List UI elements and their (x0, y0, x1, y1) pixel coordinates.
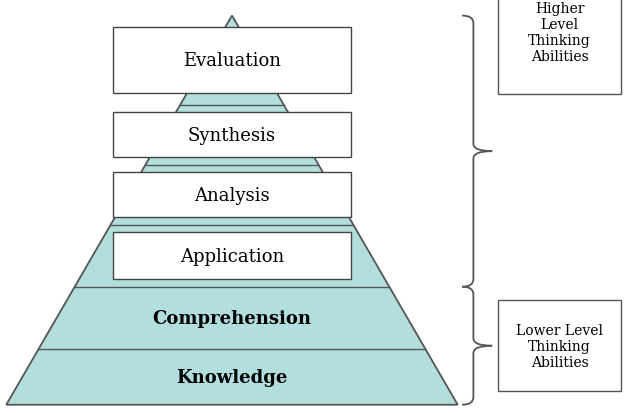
FancyBboxPatch shape (113, 113, 351, 158)
Text: Comprehension: Comprehension (152, 309, 312, 327)
FancyBboxPatch shape (113, 233, 351, 279)
Polygon shape (6, 17, 458, 405)
Text: Analysis: Analysis (194, 186, 270, 204)
Text: Evaluation: Evaluation (183, 52, 281, 70)
Text: Knowledge: Knowledge (176, 368, 288, 386)
Text: Application: Application (180, 247, 284, 265)
FancyBboxPatch shape (113, 28, 351, 94)
FancyBboxPatch shape (498, 301, 621, 392)
FancyBboxPatch shape (113, 173, 351, 218)
Text: Lower Level
Thinking
Abilities: Lower Level Thinking Abilities (516, 323, 603, 369)
FancyBboxPatch shape (498, 0, 621, 95)
Text: Higher
Level
Thinking
Abilities: Higher Level Thinking Abilities (528, 2, 591, 64)
Text: Synthesis: Synthesis (188, 126, 276, 144)
